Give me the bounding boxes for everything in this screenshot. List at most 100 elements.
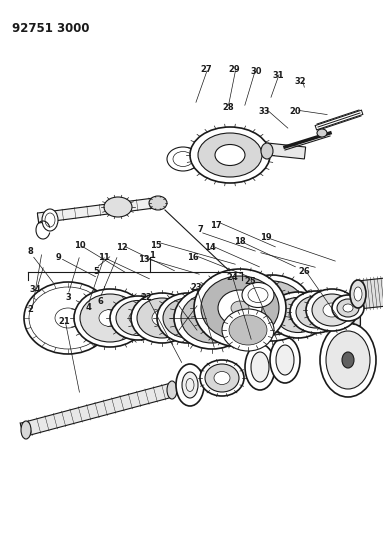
Ellipse shape [269,292,327,338]
Ellipse shape [200,360,244,396]
Text: 3: 3 [65,294,71,303]
Text: 23: 23 [190,284,202,293]
Ellipse shape [99,310,121,327]
Ellipse shape [276,297,320,333]
Ellipse shape [205,364,239,392]
Ellipse shape [174,287,250,349]
Ellipse shape [131,293,193,343]
Ellipse shape [74,289,146,347]
Ellipse shape [194,269,286,347]
Text: 13: 13 [138,255,150,264]
Ellipse shape [251,352,269,382]
Ellipse shape [232,275,312,341]
Ellipse shape [167,381,177,399]
Ellipse shape [190,127,270,183]
Ellipse shape [261,299,283,317]
Ellipse shape [354,287,362,301]
Text: 8: 8 [27,247,33,256]
Text: 32: 32 [294,77,306,86]
Ellipse shape [167,147,199,171]
Ellipse shape [55,308,81,328]
Ellipse shape [149,196,167,210]
Ellipse shape [218,290,262,326]
Ellipse shape [214,372,230,384]
Ellipse shape [320,323,376,397]
Text: 25: 25 [244,278,256,287]
Ellipse shape [337,299,359,317]
Text: 27: 27 [200,66,212,75]
Text: 10: 10 [74,240,86,249]
Ellipse shape [198,133,262,177]
Ellipse shape [137,298,187,338]
Text: 7: 7 [197,225,203,235]
Ellipse shape [104,197,132,217]
Text: 28: 28 [222,103,234,112]
Text: 22: 22 [140,294,152,303]
Ellipse shape [201,309,223,327]
Ellipse shape [245,344,275,390]
Ellipse shape [261,143,273,159]
Ellipse shape [306,289,358,331]
Text: 11: 11 [98,254,110,262]
Polygon shape [28,312,310,324]
Text: 16: 16 [187,254,199,262]
Ellipse shape [80,294,140,342]
Ellipse shape [110,296,166,340]
Ellipse shape [116,301,160,335]
Ellipse shape [323,303,341,317]
Polygon shape [38,197,163,223]
Ellipse shape [176,364,204,406]
Polygon shape [310,311,360,325]
Ellipse shape [182,372,198,398]
Ellipse shape [332,295,364,321]
Text: 29: 29 [228,66,240,75]
Ellipse shape [296,296,336,328]
Text: 1: 1 [149,251,155,260]
Ellipse shape [289,308,307,322]
Text: 6: 6 [97,297,103,306]
Text: 12: 12 [116,244,128,253]
Polygon shape [199,376,209,382]
Ellipse shape [308,305,324,319]
Ellipse shape [129,311,147,325]
Ellipse shape [178,310,198,326]
Text: 26: 26 [298,268,310,277]
Ellipse shape [326,331,370,389]
Text: 24: 24 [226,273,238,282]
Text: 14: 14 [204,244,216,253]
Ellipse shape [270,337,300,383]
Text: 4: 4 [85,303,91,312]
Ellipse shape [342,352,354,368]
Ellipse shape [222,309,274,351]
Text: 18: 18 [234,238,246,246]
Ellipse shape [157,293,219,343]
Text: 19: 19 [260,233,272,243]
Ellipse shape [343,304,353,312]
Text: 34: 34 [29,286,41,295]
Ellipse shape [215,144,245,166]
Ellipse shape [152,310,172,326]
Ellipse shape [242,282,274,308]
Ellipse shape [42,209,58,231]
Ellipse shape [21,421,31,439]
Text: 21: 21 [58,318,70,327]
Text: 92751 3000: 92751 3000 [12,22,90,35]
Text: 31: 31 [272,71,284,80]
Text: 17: 17 [210,221,222,230]
Ellipse shape [24,282,112,354]
Ellipse shape [276,345,294,375]
Text: 2: 2 [27,305,33,314]
Ellipse shape [163,298,213,338]
Ellipse shape [317,129,327,137]
Text: 20: 20 [289,108,301,117]
Ellipse shape [239,281,305,335]
Ellipse shape [312,294,352,326]
Text: 30: 30 [250,68,262,77]
Ellipse shape [231,301,249,315]
Polygon shape [357,278,383,309]
Ellipse shape [350,280,366,308]
Text: 9: 9 [55,254,61,262]
Ellipse shape [181,293,243,343]
Ellipse shape [201,276,279,340]
Ellipse shape [229,315,267,345]
